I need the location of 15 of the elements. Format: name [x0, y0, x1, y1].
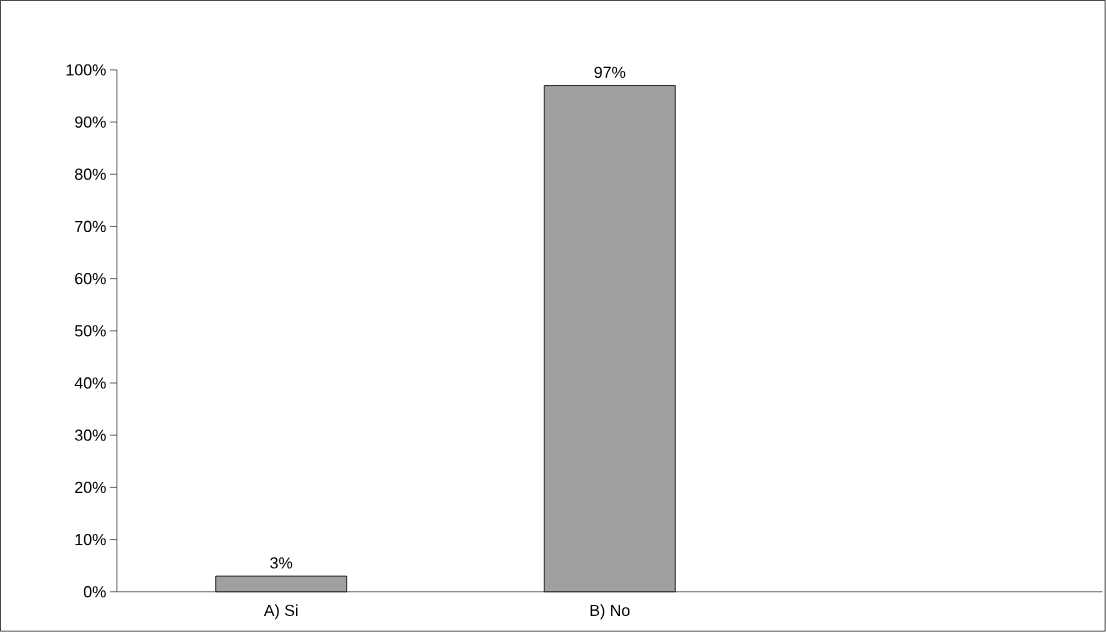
- y-tick-label: 50%: [74, 325, 106, 337]
- y-tick-label: 10%: [75, 534, 106, 546]
- y-tick-label: 80%: [75, 168, 106, 181]
- y-tick-label: 30%: [74, 429, 106, 442]
- y-tick-label: 90%: [75, 116, 106, 128]
- y-tick-label: 40%: [74, 377, 106, 389]
- y-tick-label: 70%: [75, 220, 106, 233]
- data-label: 3%: [270, 557, 293, 569]
- y-tick-label: 60%: [75, 273, 106, 285]
- y-tick-label: 100%: [66, 64, 106, 76]
- x-tick-label: B) No: [590, 604, 630, 620]
- x-tick-label: A) Si: [263, 604, 298, 620]
- y-tick-label: 0%: [83, 586, 106, 598]
- data-label: 97%: [594, 66, 626, 79]
- y-tick-label: 20%: [75, 481, 106, 494]
